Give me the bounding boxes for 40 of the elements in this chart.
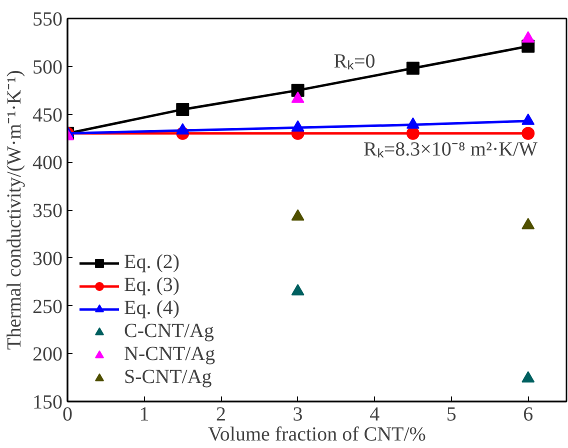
point bbox=[522, 31, 535, 43]
point bbox=[522, 371, 535, 382]
annotation: Rₖ=8.3×10⁻⁸ m²·K/W bbox=[364, 138, 538, 160]
point bbox=[291, 92, 304, 103]
y-tick-label: 450 bbox=[32, 104, 62, 126]
x-tick-label: 6 bbox=[523, 404, 534, 426]
legend-label: N-CNT/Ag bbox=[124, 343, 216, 366]
point bbox=[406, 62, 420, 75]
x-axis-title: Volume fraction of CNT/% bbox=[208, 424, 426, 446]
point bbox=[522, 126, 535, 140]
y-tick-label: 400 bbox=[32, 152, 62, 174]
point bbox=[522, 114, 535, 125]
y-axis-title: Thermal conductivity/(W·m⁻¹·K⁻¹) bbox=[4, 70, 26, 350]
point bbox=[406, 126, 420, 140]
point bbox=[291, 284, 304, 296]
x-tick-label: 1 bbox=[139, 404, 150, 426]
point bbox=[522, 218, 535, 230]
y-tick-label: 200 bbox=[32, 344, 62, 366]
legend-label: C-CNT/Ag bbox=[124, 320, 214, 343]
point bbox=[291, 120, 304, 132]
y-tick-label: 350 bbox=[32, 200, 62, 222]
point bbox=[176, 102, 190, 116]
x-tick-label: 5 bbox=[446, 404, 456, 426]
x-tick-label: 0 bbox=[62, 404, 72, 426]
point bbox=[291, 209, 304, 221]
y-tick-label: 250 bbox=[32, 296, 62, 318]
point bbox=[176, 123, 190, 134]
y-tick-label: 300 bbox=[32, 248, 62, 270]
point bbox=[406, 117, 420, 129]
y-tick-label: 150 bbox=[32, 392, 62, 414]
y-tick-label: 500 bbox=[32, 56, 62, 78]
legend-label: S-CNT/Ag bbox=[124, 366, 212, 389]
x-tick-label: 4 bbox=[370, 404, 380, 426]
x-tick-label: 3 bbox=[292, 404, 303, 426]
x-tick-label: 2 bbox=[216, 404, 226, 426]
annotation: Rₖ=0 bbox=[334, 50, 376, 72]
legend-label: Eq. (4) bbox=[124, 297, 180, 320]
legend-label: Eq. (3) bbox=[124, 274, 180, 297]
legend-label: Eq. (2) bbox=[124, 251, 180, 274]
y-tick-label: 550 bbox=[32, 8, 62, 30]
